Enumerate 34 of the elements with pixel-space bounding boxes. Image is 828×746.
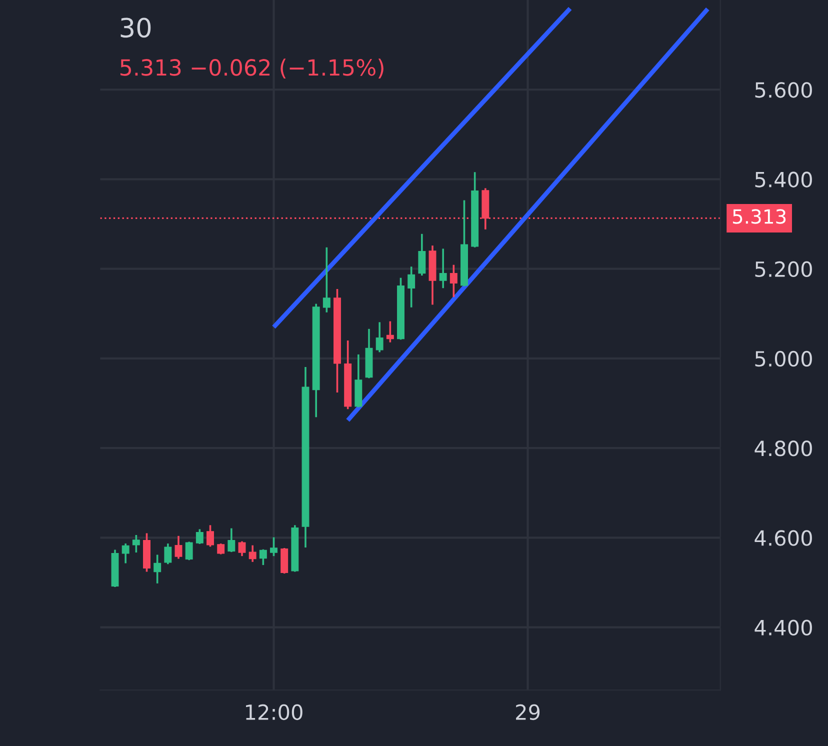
candlestick xyxy=(196,528,204,545)
candlestick xyxy=(122,542,130,564)
y-tick-label: 5.200 xyxy=(755,261,812,278)
y-tick-label: 4.600 xyxy=(754,530,812,546)
y-tick-label: 5.600 xyxy=(755,82,812,98)
y-tick-label: 4.800 xyxy=(754,440,812,456)
candlestick xyxy=(376,321,384,354)
ref-line-label: 5.313 xyxy=(732,209,786,224)
candlestick xyxy=(450,264,458,298)
candlestick xyxy=(418,232,426,276)
candlestick xyxy=(322,246,330,314)
candlestick xyxy=(439,248,447,290)
candlestick xyxy=(217,542,225,556)
text: 5.313 −0.062 (−1.15%) xyxy=(120,58,384,78)
y-tick-label: 5.400 xyxy=(755,172,812,188)
candlestick xyxy=(386,320,394,344)
candlestick xyxy=(164,542,172,566)
candlestick xyxy=(280,547,288,574)
candlestick xyxy=(206,524,214,548)
candlestick xyxy=(132,534,140,554)
candlestick xyxy=(259,548,267,566)
candlestick xyxy=(154,554,162,584)
candlestick xyxy=(238,540,246,557)
y-tick-label: 5.000 xyxy=(755,350,812,367)
x-tick-label: 29 xyxy=(516,704,540,720)
text: 30 xyxy=(120,18,151,38)
candlestick xyxy=(248,544,256,563)
candlestick xyxy=(270,536,278,557)
y-tick-label: 4.400 xyxy=(754,620,812,636)
candlestick xyxy=(185,540,193,562)
candlestick xyxy=(408,266,416,308)
x-tick-label: 12:00 xyxy=(246,704,302,720)
candlestick xyxy=(174,535,182,560)
candlestick xyxy=(228,527,236,553)
